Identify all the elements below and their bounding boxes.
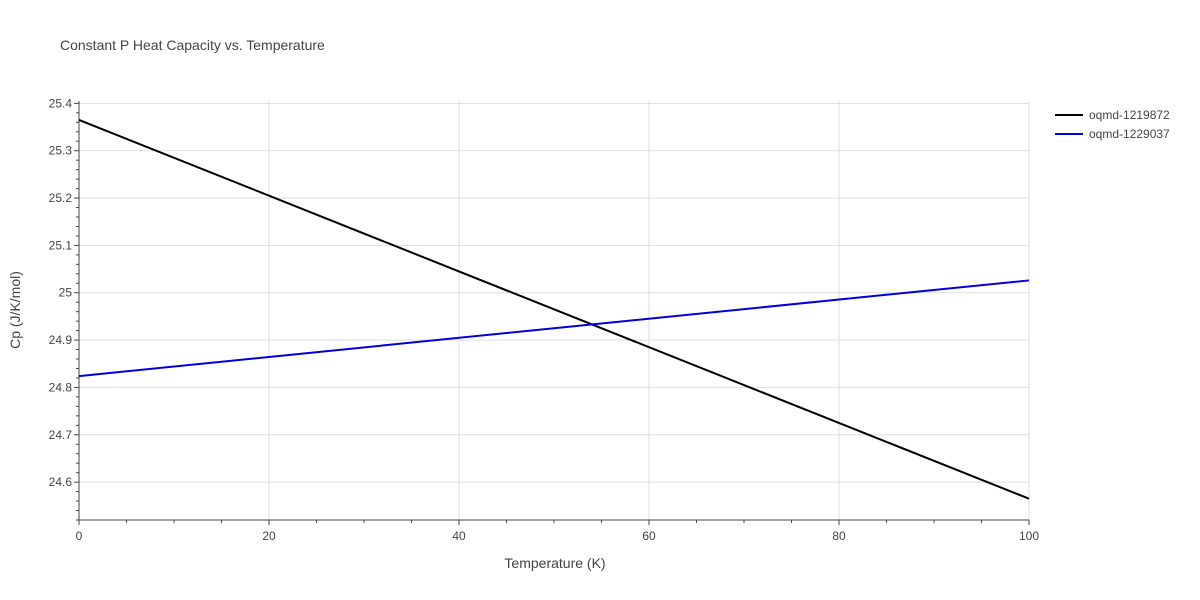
x-tick-label: 60 [642, 529, 656, 543]
y-tick-label: 25.4 [49, 96, 73, 110]
chart-title: Constant P Heat Capacity vs. Temperature [60, 37, 325, 53]
y-tick-label: 24.7 [49, 428, 73, 442]
legend: oqmd-1219872 oqmd-1229037 [1055, 108, 1170, 141]
y-axis-title: Cp (J/K/mol) [7, 271, 23, 349]
series-line-oqmd-1219872 [78, 119, 1030, 500]
y-tick-label: 24.6 [49, 475, 73, 489]
y-tick-label: 25 [59, 286, 73, 300]
legend-label: oqmd-1219872 [1089, 108, 1170, 122]
legend-label: oqmd-1229037 [1089, 127, 1170, 141]
grid-layer [78, 101, 1030, 520]
y-tick-label: 25.2 [49, 191, 73, 205]
y-tick-label: 24.8 [49, 380, 73, 394]
y-tick-label: 24.9 [49, 333, 73, 347]
x-tick-label: 100 [1019, 529, 1039, 543]
series-line-oqmd-1229037 [78, 279, 1030, 378]
x-tick-label: 20 [262, 529, 276, 543]
x-axis-title: Temperature (K) [504, 555, 605, 571]
series-layer [78, 119, 1030, 500]
legend-item[interactable]: oqmd-1229037 [1055, 127, 1170, 141]
x-tick-label: 40 [452, 529, 466, 543]
legend-item[interactable]: oqmd-1219872 [1055, 108, 1170, 122]
axes-layer: 0 20 40 60 80 100 24.6 24.7 24.8 24.9 25 25.1 25.2 25… [49, 96, 1040, 543]
x-tick-label: 0 [76, 529, 83, 543]
y-tick-label: 25.3 [49, 144, 73, 158]
x-tick-label: 80 [832, 529, 846, 543]
y-tick-label: 25.1 [49, 238, 73, 252]
